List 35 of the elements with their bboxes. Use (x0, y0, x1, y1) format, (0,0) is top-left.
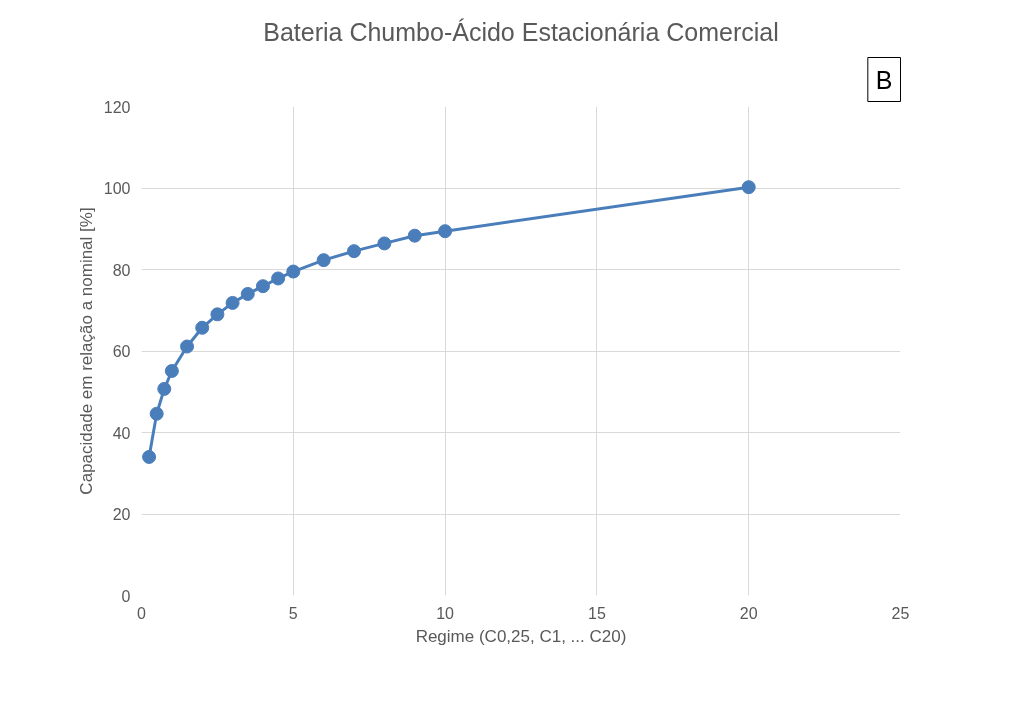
chart-title: Bateria Chumbo-Ácido Estacionária Comercial (263, 17, 779, 46)
y-tick-label: 80 (112, 261, 131, 279)
point (377, 236, 392, 251)
x-tick-label: 5 (288, 604, 298, 622)
point (180, 339, 195, 354)
point (316, 253, 331, 268)
point (225, 295, 240, 310)
point (240, 286, 255, 301)
point (157, 381, 172, 396)
point (164, 363, 179, 378)
point (142, 449, 157, 464)
y-tick-label: 40 (112, 424, 131, 442)
x-tick-label: 15 (588, 604, 606, 622)
point (195, 320, 210, 335)
y-tick-label: 0 (121, 587, 131, 605)
x-tick-label: 20 (739, 604, 758, 622)
point (255, 279, 270, 294)
point (149, 406, 164, 421)
x-tick-label: 25 (891, 604, 910, 622)
text: B (875, 65, 893, 94)
point (210, 307, 225, 322)
y-tick-label: 60 (112, 343, 131, 360)
y-tick-label: 120 (103, 98, 131, 116)
y-tick-label: 100 (103, 180, 131, 197)
point (438, 224, 453, 239)
y-tick-label: 20 (112, 506, 131, 523)
point (407, 228, 422, 243)
x-axis-title: Regime (C0,25, C1, ... C20) (415, 626, 627, 646)
y-axis-title: Capacidade em relação a nominal [%] (76, 207, 96, 495)
x-tick-label: 10 (436, 604, 455, 622)
x-tick-label: 0 (137, 604, 147, 622)
point (271, 271, 286, 286)
point (286, 264, 301, 279)
point (347, 244, 362, 259)
point (741, 180, 756, 195)
